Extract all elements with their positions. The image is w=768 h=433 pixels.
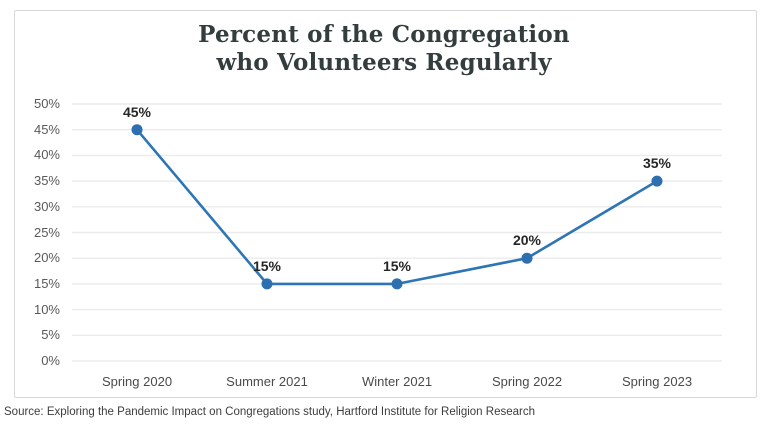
data-point-label: 45% xyxy=(122,103,152,120)
y-axis-tick-label: 25% xyxy=(33,224,60,240)
data-point-marker xyxy=(131,124,143,136)
x-axis-category-label: Spring 2020 xyxy=(101,374,173,389)
data-point-label: 15% xyxy=(382,257,412,274)
y-axis-tick-label: 15% xyxy=(33,275,60,291)
y-axis-tick-label: 10% xyxy=(33,301,60,317)
data-point-label: 35% xyxy=(642,155,672,172)
data-point-label: 15% xyxy=(252,257,282,274)
y-axis-tick-label: 5% xyxy=(41,327,60,343)
chart-title-line2: who Volunteers Regularly xyxy=(216,49,552,76)
y-axis-tick-label: 0% xyxy=(41,353,60,368)
x-axis-category-label: Winter 2021 xyxy=(361,374,433,389)
source-citation: Source: Exploring the Pandemic Impact on… xyxy=(4,406,535,418)
y-axis-tick-label: 50% xyxy=(33,96,60,111)
data-point-marker xyxy=(521,252,533,264)
y-axis-tick-label: 20% xyxy=(33,250,60,266)
chart-title: Percent of the Congregation who Voluntee… xyxy=(0,21,768,77)
chart-title-line1: Percent of the Congregation xyxy=(198,21,570,48)
data-point-label: 20% xyxy=(512,232,542,249)
chart-frame-border xyxy=(14,10,757,398)
y-axis-tick-label: 35% xyxy=(33,173,60,189)
x-axis-category-label: Summer 2021 xyxy=(226,374,308,389)
data-point-marker xyxy=(261,278,273,290)
y-axis-tick-label: 45% xyxy=(33,121,60,137)
y-axis-tick-label: 40% xyxy=(33,147,60,163)
data-point-marker xyxy=(391,278,403,290)
data-point-marker xyxy=(651,175,663,187)
x-axis-category-label: Spring 2022 xyxy=(491,374,563,389)
x-axis-category-label: Spring 2023 xyxy=(621,374,693,389)
y-axis-tick-label: 30% xyxy=(33,198,60,214)
